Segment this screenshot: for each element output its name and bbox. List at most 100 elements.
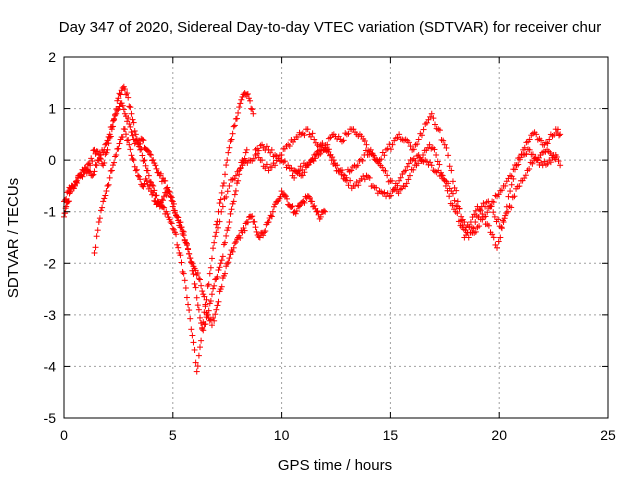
data-point <box>101 195 108 202</box>
data-point <box>232 187 239 194</box>
data-point <box>113 110 120 117</box>
data-point <box>288 203 295 210</box>
data-point <box>212 311 219 318</box>
data-point <box>92 244 99 251</box>
data-point <box>62 197 69 204</box>
data-point <box>226 144 233 151</box>
data-point <box>219 182 226 189</box>
data-point <box>193 294 200 301</box>
data-point <box>304 126 311 133</box>
y-tick-label: -1 <box>44 204 57 220</box>
data-point <box>137 176 144 183</box>
data-point <box>269 208 276 215</box>
x-tick-label: 5 <box>169 427 177 443</box>
data-point <box>313 208 320 215</box>
data-point <box>187 255 194 262</box>
data-point <box>227 138 234 145</box>
data-point <box>427 113 434 120</box>
data-point <box>203 296 210 303</box>
data-point <box>219 203 226 210</box>
data-point <box>131 163 138 170</box>
data-point <box>270 203 277 210</box>
data-point <box>557 131 564 138</box>
data-point <box>219 253 226 260</box>
data-point <box>470 225 477 232</box>
data-point <box>104 146 111 153</box>
data-point <box>215 298 222 305</box>
data-point <box>554 126 561 133</box>
data-point <box>436 161 443 168</box>
data-point <box>361 137 368 144</box>
data-point <box>161 204 168 211</box>
data-point <box>79 173 86 180</box>
data-point <box>311 202 318 209</box>
data-point <box>299 172 306 179</box>
data-point <box>449 178 456 185</box>
data-point <box>414 141 421 148</box>
x-tick-label: 15 <box>383 427 399 443</box>
data-point <box>216 200 223 207</box>
data-point <box>466 223 473 230</box>
data-point <box>194 270 201 277</box>
data-point <box>272 162 279 169</box>
data-point <box>267 212 274 219</box>
data-point <box>166 188 173 195</box>
data-point <box>218 189 225 196</box>
data-point <box>213 221 220 228</box>
data-point <box>157 202 164 209</box>
data-point <box>301 199 308 206</box>
data-point <box>495 216 502 223</box>
data-point <box>309 155 316 162</box>
data-point <box>102 192 109 199</box>
data-point <box>83 166 90 173</box>
data-point <box>229 130 236 137</box>
data-point <box>338 167 345 174</box>
data-point <box>268 146 275 153</box>
data-point <box>224 188 231 195</box>
data-point <box>106 134 113 141</box>
data-point <box>120 106 127 113</box>
data-point <box>169 225 176 232</box>
data-point <box>213 229 220 236</box>
data-point <box>207 264 214 271</box>
data-point <box>366 174 373 181</box>
data-point <box>305 193 312 200</box>
data-point <box>529 160 536 167</box>
data-point <box>143 177 150 184</box>
data-point <box>345 130 352 137</box>
data-point <box>197 314 203 321</box>
data-point <box>90 171 97 178</box>
data-point <box>410 146 417 153</box>
axis-ticks: 0 5 10 15 20 25 -5 -4 -3 -2 -1 0 1 2 <box>44 49 616 443</box>
data-point <box>126 121 133 128</box>
data-point <box>406 172 413 179</box>
data-point <box>206 270 213 277</box>
data-point <box>213 306 220 313</box>
data-point <box>144 167 151 174</box>
data-point <box>505 193 512 200</box>
data-point <box>497 234 504 241</box>
data-point <box>555 158 562 165</box>
data-point <box>167 193 174 200</box>
data-point <box>175 244 182 251</box>
data-point <box>522 172 529 179</box>
data-point <box>552 151 559 158</box>
data-point <box>426 141 433 148</box>
data-point <box>207 297 214 304</box>
data-point <box>538 137 545 144</box>
data-point <box>237 100 244 107</box>
data-point <box>445 152 452 159</box>
data-point <box>515 161 522 168</box>
data-point <box>230 123 237 130</box>
data-point <box>340 137 347 144</box>
data-point <box>214 302 221 309</box>
data-point <box>192 284 199 291</box>
data-point <box>180 270 187 277</box>
data-point <box>394 182 401 189</box>
data-point <box>137 146 144 153</box>
data-point <box>268 213 275 220</box>
data-point <box>262 165 269 172</box>
data-point <box>440 137 447 144</box>
data-point <box>482 203 489 210</box>
data-point <box>245 95 252 102</box>
